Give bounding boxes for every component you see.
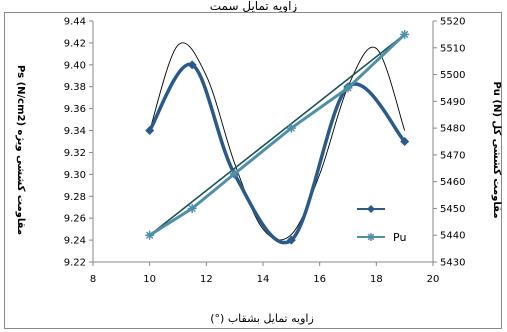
y-right-tick-label: 5470 (440, 150, 465, 161)
y-left-tick-label: 9.28 (64, 192, 86, 203)
y-left-tick-label: 9.36 (64, 104, 86, 115)
x-tick-label: 20 (427, 274, 440, 285)
y-left-tick-label: 9.34 (64, 126, 86, 137)
y-right-tick-label: 5460 (440, 177, 465, 188)
y-right-tick-label: 5490 (440, 97, 465, 108)
y-right-tick-label: 5450 (440, 204, 465, 215)
y-left-tick-label: 9.40 (64, 60, 86, 71)
y-right-tick-label: 5480 (440, 124, 465, 135)
y-axis-label-left: مقاومت کششی ویژه Ps (N/cm2) (15, 65, 26, 235)
series-line (149, 33, 406, 236)
legend-entry-1: Pu (357, 231, 406, 244)
y-left-tick-label: 9.32 (64, 148, 86, 159)
y-left-tick-label: 9.42 (64, 38, 86, 49)
y-left-tick-label: 9.22 (64, 258, 86, 269)
series-0 (145, 60, 410, 245)
legend-entry-0 (357, 205, 385, 213)
y-axis-label-right: مقاومت کششی کل Pu (N) (491, 81, 502, 218)
y-left-tick-label: 9.26 (64, 214, 86, 225)
series-1 (145, 29, 410, 240)
data-point (286, 123, 296, 133)
x-tick-label: 8 (90, 274, 96, 285)
y-right-tick-label: 5520 (440, 17, 465, 28)
y-left-tick-label: 9.30 (64, 170, 86, 181)
header-text: زاویه تمایل سمت (209, 0, 298, 12)
series-3 (149, 33, 406, 236)
series-line (148, 33, 406, 237)
data-point (400, 137, 410, 146)
series-line (148, 62, 406, 245)
legend-label: Pu (393, 231, 406, 244)
legend-marker (367, 205, 375, 213)
legend-marker (367, 233, 375, 241)
x-axis-label: زاویه تمایل بشقاب (°) (210, 312, 314, 325)
x-tick-label: 14 (257, 274, 270, 285)
x-tick-label: 16 (313, 274, 326, 285)
y-left-tick-label: 9.38 (64, 82, 86, 93)
y-left-tick-label: 9.44 (64, 17, 86, 28)
x-tick-label: 10 (143, 274, 156, 285)
y-left-tick-label: 9.24 (64, 236, 86, 247)
data-point (187, 203, 197, 213)
data-point (343, 83, 353, 93)
series-layer (145, 29, 410, 245)
data-point (187, 60, 197, 70)
chart-frame (4, 12, 502, 329)
x-tick-label: 18 (370, 274, 383, 285)
x-tick-label: 12 (200, 274, 213, 285)
data-point (400, 29, 410, 39)
y-right-tick-label: 5510 (440, 43, 465, 54)
data-point (145, 126, 155, 136)
data-point (145, 230, 155, 240)
data-point (286, 235, 296, 245)
axes: 9.22 9.24 9.26 9.28 9.30 9.32 9.34 9.36 9.38 9.40… (64, 17, 466, 286)
y-right-tick-label: 5430 (440, 258, 465, 269)
y-right-tick-label: 5440 (440, 231, 465, 242)
y-right-tick-label: 5500 (440, 70, 465, 81)
legend: Pu (357, 205, 406, 244)
data-point (230, 169, 240, 179)
